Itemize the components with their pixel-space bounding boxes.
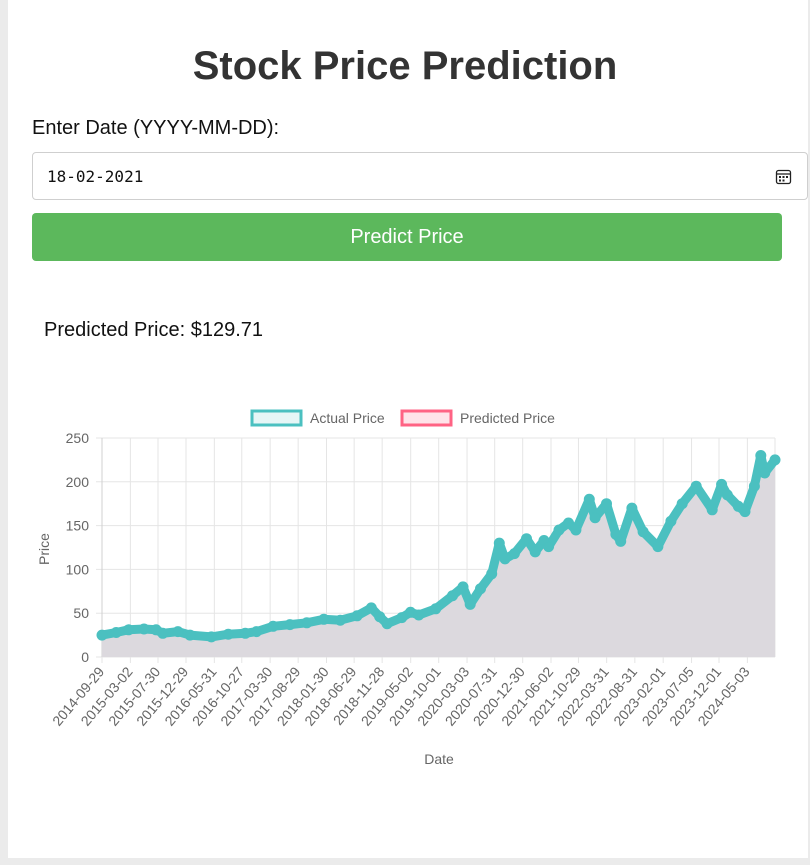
actual-price-point [563, 517, 574, 529]
actual-price-point [351, 610, 363, 622]
actual-price-point [615, 535, 627, 547]
actual-price-point [499, 553, 511, 565]
actual-price-point [529, 546, 541, 558]
actual-price-point [583, 493, 595, 505]
actual-price-point [374, 611, 386, 623]
legend-item-predicted[interactable]: Predicted Price [400, 409, 555, 427]
actual-price-point [205, 631, 217, 643]
actual-price-point [381, 618, 393, 630]
actual-price-point [589, 512, 601, 524]
actual-price-point [184, 629, 196, 641]
actual-price-point [570, 524, 582, 536]
actual-price-point [543, 541, 555, 553]
actual-price-point [493, 537, 505, 549]
actual-price-point [637, 526, 649, 538]
actual-price-point [601, 498, 612, 510]
actual-price-point [157, 627, 169, 639]
y-tick-label: 50 [73, 605, 89, 621]
actual-price-point [267, 620, 279, 632]
actual-price-point [716, 478, 728, 490]
actual-price-point [759, 467, 771, 479]
actual-price-point [222, 628, 234, 640]
actual-price-point [239, 627, 251, 639]
legend-label-actual: Actual Price [310, 410, 385, 426]
calendar-icon[interactable] [775, 168, 792, 185]
y-tick-label: 150 [66, 518, 90, 534]
actual-price-point [508, 548, 520, 560]
actual-price-point [486, 568, 498, 580]
y-tick-label: 200 [66, 474, 90, 490]
actual-price-point [457, 581, 469, 593]
legend-swatch-predicted [400, 409, 453, 427]
y-tick-label: 100 [66, 561, 90, 577]
actual-price-point [475, 583, 486, 595]
actual-price-point [553, 524, 565, 536]
actual-price-point [464, 598, 476, 610]
y-axis: 0 50 100 150 200 250 [66, 430, 90, 665]
date-input[interactable]: 18-02-2021 [32, 152, 808, 200]
actual-price-point [430, 603, 442, 615]
date-input-value: 18-02-2021 [47, 167, 144, 186]
actual-price-point [521, 533, 532, 545]
actual-price-point [769, 454, 781, 466]
actual-price-point [755, 450, 767, 461]
actual-price-point [626, 502, 638, 514]
date-label: Enter Date (YYYY-MM-DD): [32, 117, 280, 139]
actual-price-point [123, 624, 134, 636]
actual-price-point [676, 498, 688, 510]
actual-price-point [721, 489, 733, 501]
actual-price-point [396, 612, 408, 624]
actual-price-point [706, 504, 718, 516]
actual-price-point [251, 626, 262, 638]
page-title: Stock Price Prediction [192, 44, 618, 88]
actual-price-point [110, 627, 122, 638]
x-axis: 2014-09-292015-03-022015-07-302015-12-29… [49, 663, 753, 728]
actual-price-point [447, 590, 458, 602]
price-chart: Actual Price Predicted Price 0 50 100 150 20… [36, 409, 781, 767]
horizontal-scrollbar[interactable] [0, 858, 810, 865]
actual-price-point [96, 629, 108, 641]
predicted-price-result: Predicted Price: $129.71 [44, 319, 264, 341]
x-axis-title: Date [424, 751, 454, 767]
legend-swatch-actual [250, 409, 303, 427]
y-tick-label: 0 [81, 649, 89, 665]
actual-price-point [652, 541, 664, 553]
actual-price-point [334, 614, 346, 626]
actual-price-point [172, 626, 184, 638]
actual-price-point [138, 623, 150, 635]
actual-price-point [318, 613, 330, 625]
y-tick-label: 250 [66, 430, 90, 446]
actual-price-point [690, 480, 702, 492]
actual-price-point [665, 515, 677, 527]
actual-price-point [284, 619, 296, 631]
page-card [8, 0, 808, 858]
predict-price-button[interactable]: Predict Price [32, 213, 782, 261]
actual-price-point [739, 506, 751, 518]
actual-price-point [748, 480, 760, 492]
legend-label-predicted: Predicted Price [460, 410, 555, 426]
actual-price-point [413, 609, 425, 621]
actual-price-point [365, 602, 377, 614]
chart-plot-area [96, 450, 781, 657]
actual-price-point [301, 617, 313, 629]
y-axis-title: Price [36, 533, 52, 565]
chart-legend: Actual Price Predicted Price [250, 409, 555, 427]
legend-item-actual[interactable]: Actual Price [250, 409, 385, 427]
